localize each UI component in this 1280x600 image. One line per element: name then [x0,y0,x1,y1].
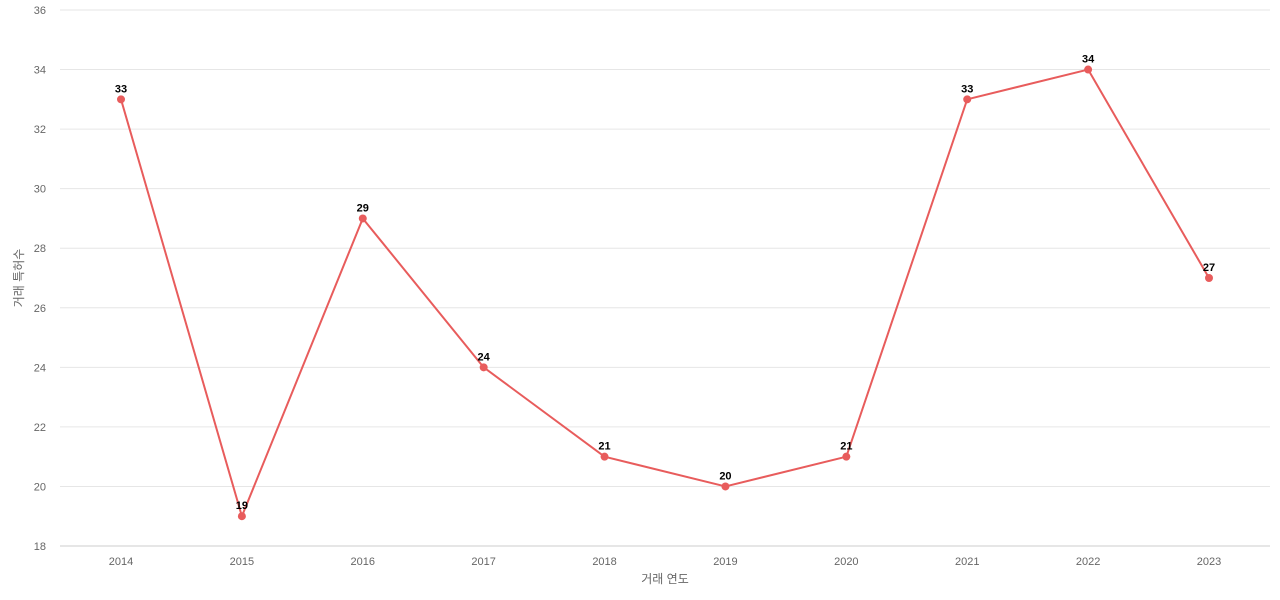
data-point [600,452,609,461]
data-point [842,452,851,461]
y-tick-label: 20 [34,481,46,493]
series-line [120,68,1210,518]
data-label: 24 [478,351,491,363]
y-axis: 18 20 22 24 26 28 30 32 34 36 [34,5,46,553]
y-tick-label: 28 [34,243,46,255]
series-layer [117,65,1213,521]
y-tick-label: 36 [34,5,46,17]
x-tick-label: 2014 [109,556,133,568]
y-tick-label: 18 [34,541,46,553]
x-tick-label: 2016 [351,556,375,568]
data-point [117,95,125,104]
x-tick-label: 2019 [713,556,737,568]
data-point [1084,65,1093,74]
data-labels: 33 19 29 24 21 20 21 33 34 27 [115,54,1215,513]
data-label: 34 [1082,54,1095,66]
x-tick-label: 2017 [471,556,495,568]
x-axis: 2014 2015 2016 2017 2018 2019 2020 2021 2022 2023 [60,545,1270,568]
data-label: 21 [598,441,610,453]
data-label: 19 [236,500,248,512]
data-label: 27 [1203,262,1215,274]
data-point [358,214,367,223]
x-axis-title: 거래 연도 [641,572,689,586]
x-tick-label: 2021 [955,556,979,568]
data-point [1205,274,1213,282]
y-tick-label: 32 [34,124,46,136]
x-tick-label: 2015 [230,556,254,568]
x-tick-label: 2023 [1197,556,1221,568]
data-point [721,482,730,491]
y-axis-title: 거래 특허수 [12,249,26,308]
data-label: 20 [719,470,731,482]
data-label: 29 [357,202,369,214]
y-tick-label: 34 [34,65,46,77]
data-point [479,363,488,372]
data-label: 33 [961,83,973,95]
data-point [237,512,246,521]
y-tick-label: 30 [34,184,46,196]
y-tick-label: 24 [34,362,46,374]
data-label: 21 [840,441,852,453]
data-label: 33 [115,83,127,95]
y-tick-label: 22 [34,422,46,434]
x-tick-label: 2022 [1076,556,1100,568]
data-point [963,95,972,104]
x-tick-label: 2020 [834,556,858,568]
gridlines [60,9,1270,547]
y-tick-label: 26 [34,303,46,315]
x-tick-label: 2018 [592,556,616,568]
